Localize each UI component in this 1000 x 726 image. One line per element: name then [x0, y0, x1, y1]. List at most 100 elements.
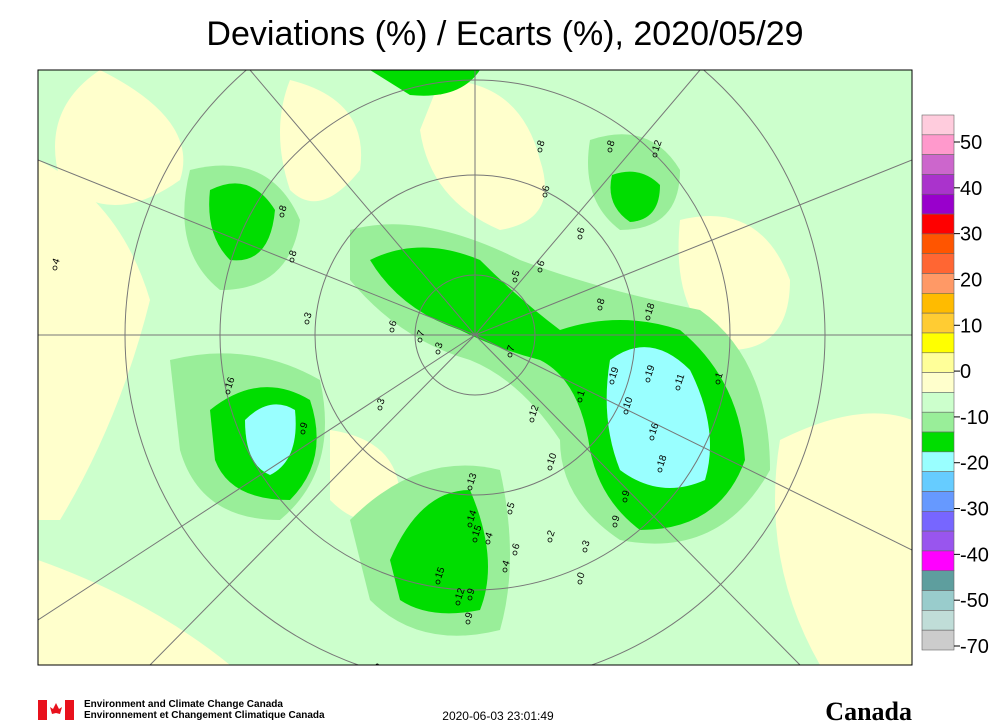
- station-dot: [547, 537, 553, 543]
- station-dot: [455, 600, 461, 606]
- station-label: 6: [510, 542, 522, 551]
- station-dot: [542, 192, 548, 198]
- station-label: 8: [287, 249, 299, 258]
- station-dot: [675, 385, 681, 391]
- colorbar-box: [921, 530, 955, 552]
- station-label: 8: [277, 204, 289, 213]
- colorbar-label: -40: [960, 544, 989, 566]
- colorbar-box: [921, 570, 955, 591]
- station-dot: [512, 550, 518, 556]
- station-label: 9: [298, 421, 310, 430]
- station-label: 15: [433, 565, 447, 580]
- station-label: 9: [620, 489, 632, 498]
- colorbar-box: [921, 372, 955, 393]
- station-label: 3: [302, 311, 314, 320]
- colorbar-box: [921, 193, 955, 215]
- station-dot: [582, 547, 588, 553]
- colorbar-label: -10: [960, 407, 989, 429]
- colorbar-box: [921, 293, 955, 314]
- station-label: 7: [415, 329, 427, 338]
- station-dot: [657, 467, 663, 473]
- station-label: 4: [483, 531, 495, 540]
- station-dot: [279, 212, 285, 218]
- station-label: 18: [643, 301, 657, 316]
- colorbar-box: [921, 610, 955, 631]
- station-label: 19: [643, 363, 657, 378]
- colorbar-label: -30: [960, 499, 989, 521]
- station-label: 9: [463, 611, 475, 620]
- colorbar-box: [921, 134, 955, 155]
- station-label: 3: [433, 341, 445, 350]
- station-dot: [607, 147, 613, 153]
- station-dot: [376, 671, 380, 675]
- station-dot: [537, 147, 543, 153]
- station-dot: [225, 389, 231, 395]
- colorbar-box: [921, 550, 955, 572]
- station-dot: [417, 337, 423, 343]
- station-label: 5: [505, 501, 517, 510]
- station-label: 7: [505, 344, 517, 353]
- station-dot: [465, 619, 471, 625]
- station-label: 11: [673, 372, 687, 386]
- colorbar-label: -50: [960, 590, 989, 612]
- colorbar-box: [921, 233, 955, 255]
- colorbar-box: [921, 273, 955, 294]
- station-dot: [467, 485, 473, 491]
- station-label: 15: [470, 523, 484, 538]
- station-label: 9: [465, 587, 477, 596]
- station-label: 10: [621, 395, 635, 410]
- station-label: 6: [387, 319, 399, 328]
- station-dot: [577, 234, 583, 240]
- station-dot: [715, 379, 721, 385]
- station-dot: [507, 509, 513, 515]
- colorbar-label: -20: [960, 453, 989, 475]
- station-label: 18: [655, 453, 669, 468]
- colorbar-box: [921, 253, 955, 274]
- station-dot: [547, 465, 553, 471]
- station-label: 16: [647, 421, 661, 436]
- colorbar-box: [921, 332, 955, 354]
- station-label: 8: [605, 139, 617, 148]
- station-dot: [472, 537, 478, 543]
- station-label: 1: [575, 389, 587, 398]
- station-dot: [645, 377, 651, 383]
- colorbar-label: 40: [960, 178, 982, 200]
- colorbar-box: [921, 451, 955, 472]
- station-label: 6: [535, 259, 547, 268]
- station-dot: [577, 397, 583, 403]
- colorbar-box: [921, 590, 955, 611]
- station-dot: [652, 152, 658, 158]
- station-dot: [645, 315, 651, 321]
- colorbar-label: 10: [960, 315, 982, 337]
- station-label: 4: [50, 257, 62, 266]
- station-label: 12: [453, 586, 467, 601]
- colorbar-box: [921, 471, 955, 492]
- station-dot: [377, 405, 383, 411]
- map-frame: [37, 69, 913, 666]
- colorbar-box: [921, 213, 955, 235]
- colorbar-box: [921, 312, 955, 334]
- station-label: 8: [595, 297, 607, 306]
- colorbar-box: [921, 154, 955, 175]
- station-dot: [609, 379, 615, 385]
- station-label: 6: [575, 226, 587, 235]
- station-dot: [622, 497, 628, 503]
- station-dot: [577, 579, 583, 585]
- colorbar-box: [921, 114, 955, 136]
- station-label: 12: [527, 403, 541, 418]
- station-label: 3: [580, 539, 592, 548]
- colorbar: 50 40 30 20 10 0 -10 -20 -30 -40 -50 -70: [921, 114, 989, 658]
- station-label: 13: [465, 471, 479, 486]
- colorbar-label: -70: [960, 636, 989, 658]
- station-label: 0: [575, 571, 587, 580]
- station-label: 14: [465, 508, 479, 523]
- colorbar-box: [921, 411, 955, 433]
- station-dot: [485, 539, 491, 545]
- station-label: 16: [223, 375, 237, 390]
- colorbar-box: [921, 174, 955, 195]
- station-label: 2: [545, 529, 557, 538]
- station-dot: [512, 277, 518, 283]
- station-dot: [52, 265, 58, 271]
